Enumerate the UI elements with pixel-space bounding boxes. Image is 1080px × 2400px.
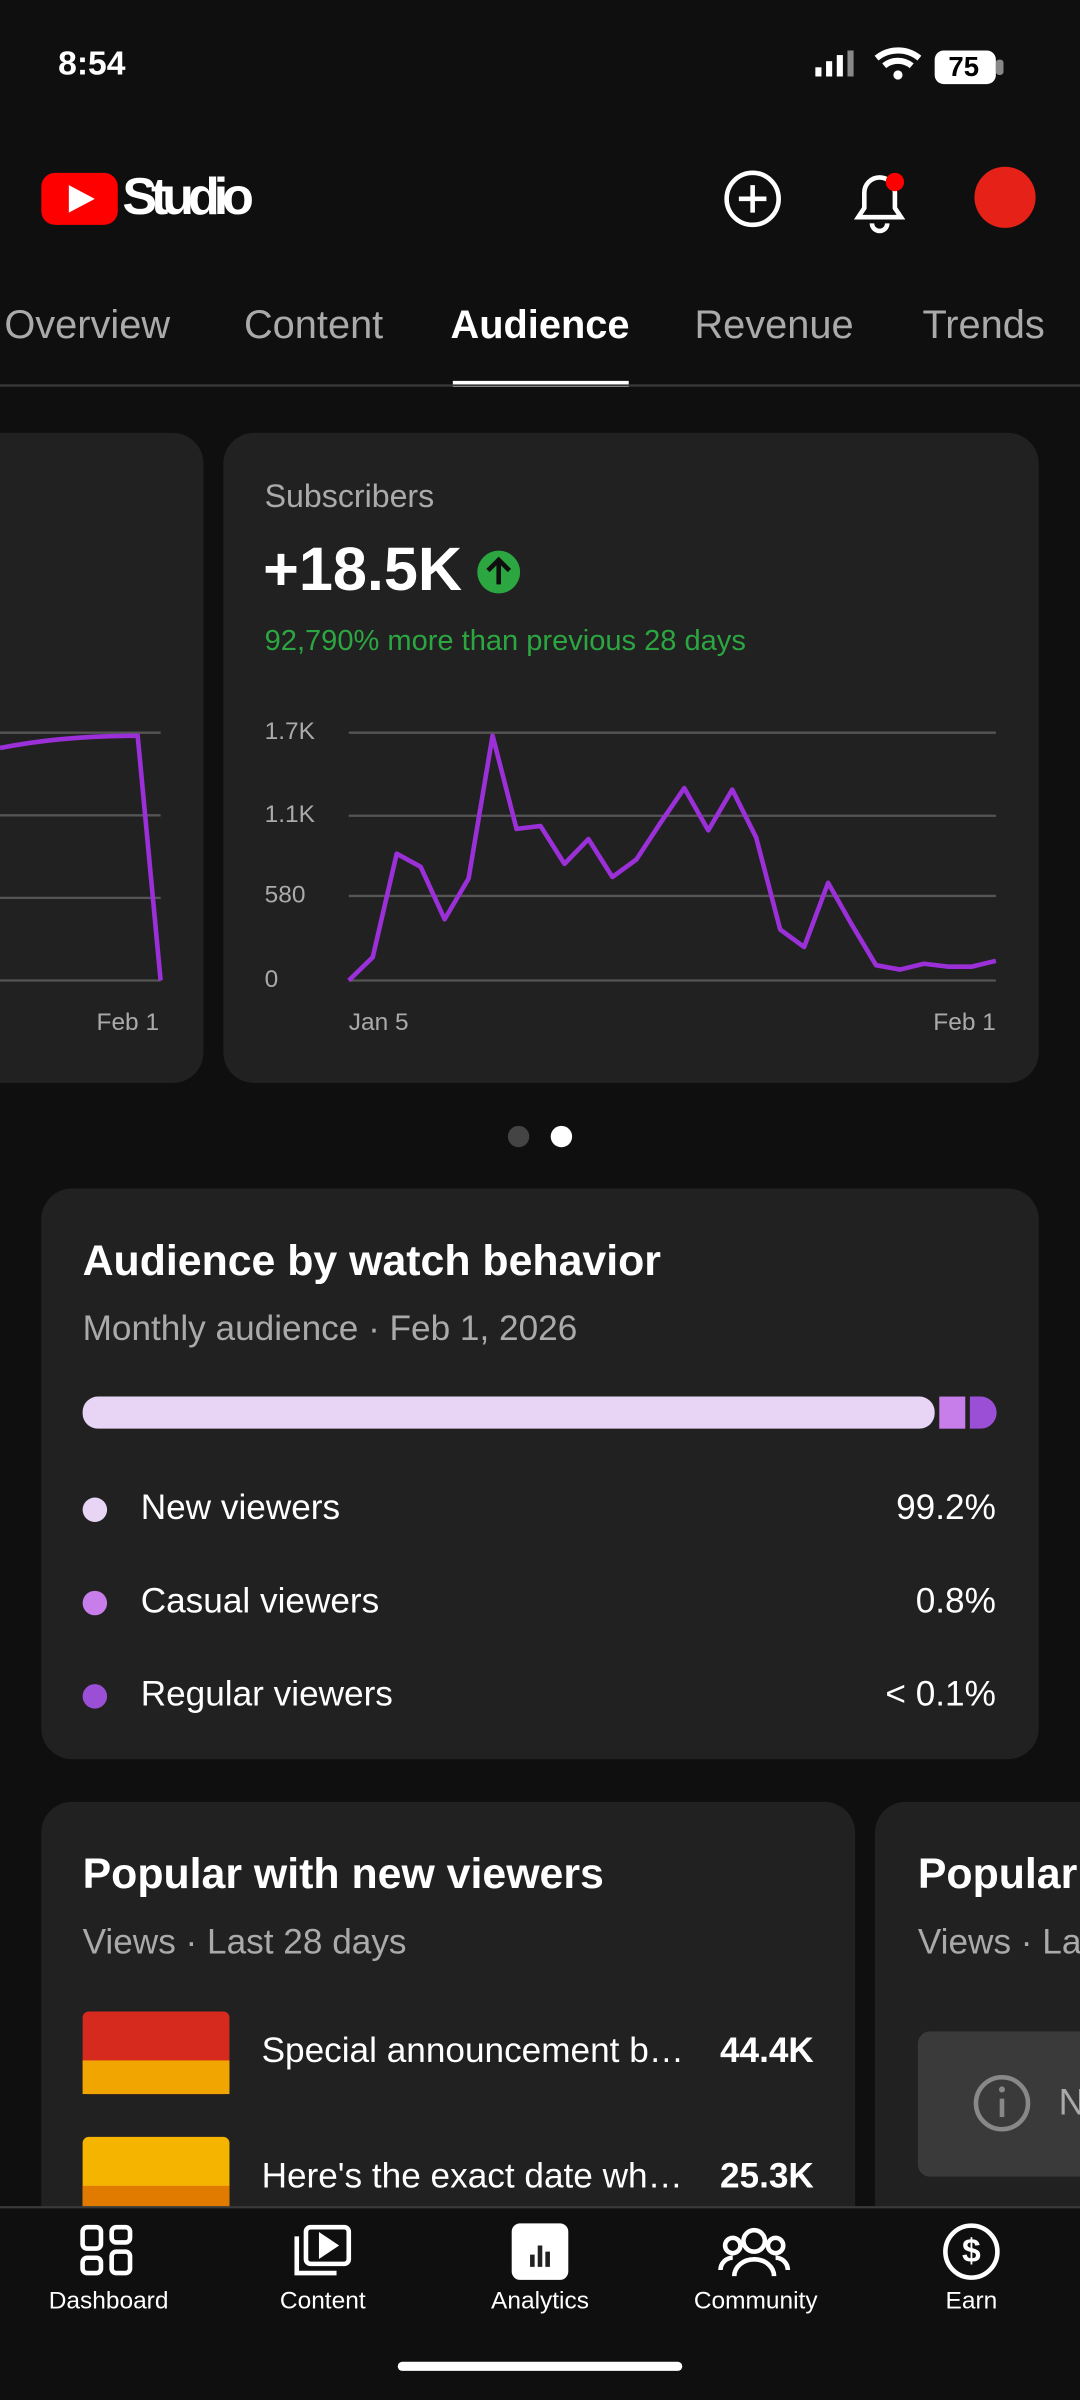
y-tick-label: 1.1K [265, 801, 316, 828]
video-list: Special announcement b… 44.4K Here's the e… [82, 2011, 814, 2220]
legend-share: 99.2% [896, 1488, 996, 1527]
app-title: Studio [122, 168, 254, 226]
subscribers-line [347, 733, 997, 983]
card-label: Subscribers [265, 478, 435, 514]
nav-label[interactable]: Dashboard [49, 2288, 169, 2315]
y-tick-label: 0 [265, 966, 279, 993]
legend-share: 0.8% [916, 1581, 996, 1620]
card-subtitle: Views · La [918, 1922, 1080, 1961]
tab[interactable]: Revenue [694, 303, 853, 347]
y-tick-label: 1.7K [265, 718, 316, 745]
legend-name: New viewers [141, 1488, 340, 1527]
views-line [0, 733, 163, 981]
behavior-legend: New viewers 99.2% Casual viewers 0.8% Regula… [82, 1488, 996, 1714]
card-title: Popular with new viewers [83, 1850, 604, 1898]
legend-share: < 0.1% [885, 1675, 995, 1714]
nav-label[interactable]: Earn [946, 2288, 998, 2315]
earn-glyph: $ [962, 2233, 981, 2270]
up-arrow-icon [477, 550, 521, 594]
legend-name: Regular viewers [141, 1675, 393, 1714]
tab[interactable]: Trends [922, 303, 1044, 347]
card-title: Popular [918, 1850, 1078, 1898]
x-axis-label: Feb 1 [97, 1009, 160, 1036]
card-subtitle: Views · Last 28 days [83, 1922, 407, 1961]
tab-bar: Overview Content Audience Revenue Trends [4, 303, 1045, 387]
nav-label[interactable]: Analytics [491, 2288, 589, 2315]
comparison-text: 92,790% more than previous 28 days [265, 625, 746, 657]
views-card[interactable] [0, 432, 204, 1083]
y-tick-label: 580 [265, 881, 306, 908]
notice-text: N [1059, 2081, 1080, 2122]
home-indicator [397, 2361, 683, 2371]
legend-name: Casual viewers [141, 1581, 379, 1620]
analytics-glyph [530, 2245, 550, 2267]
status-icons [815, 47, 1004, 85]
card-subtitle: Monthly audience · Feb 1, 2026 [83, 1309, 578, 1348]
tab[interactable]: Content [244, 303, 383, 347]
legend-dot [82, 1590, 108, 1616]
logo-play [68, 185, 95, 213]
create-button[interactable] [724, 170, 781, 228]
views-chart-grid [0, 731, 161, 982]
tab-indicator [452, 380, 629, 387]
thumbnail-band [82, 2060, 230, 2095]
nav-label[interactable]: Community [694, 2288, 818, 2315]
battery-level: 75 [948, 51, 979, 82]
video-title[interactable]: Here's the exact date wh… [262, 2157, 683, 2196]
share-bar [82, 1396, 997, 1429]
pager-dot-active[interactable] [550, 1125, 573, 1148]
subscribers-chart: 0 580 1.1K 1.7K Jan 5 Feb 1 [265, 718, 997, 1036]
info-icon [973, 2074, 1031, 2132]
popular-card [41, 1801, 856, 2261]
video-title[interactable]: Special announcement b… [262, 2031, 684, 2070]
legend-dot [82, 1684, 108, 1709]
legend-dot [82, 1497, 108, 1522]
status-time: 8:54 [58, 46, 126, 83]
x-axis-label: Feb 1 [933, 1009, 996, 1036]
card-title: Audience by watch behavior [83, 1237, 662, 1285]
watch-behavior-card [41, 1188, 1039, 1760]
pager-dot[interactable] [507, 1125, 530, 1148]
notifications-button[interactable] [853, 172, 906, 234]
empty-notice [917, 2031, 1080, 2177]
tab[interactable]: Overview [4, 303, 170, 347]
tab-active[interactable]: Audience [451, 303, 630, 347]
nav-labels: Dashboard Content Analytics Community Earn [49, 2288, 997, 2315]
x-axis-label: Jan 5 [349, 1009, 409, 1036]
nav-label[interactable]: Content [280, 2288, 366, 2315]
video-views: 25.3K [720, 2157, 814, 2196]
account-avatar[interactable] [974, 166, 1036, 228]
subscriber-change: +18.5K [263, 535, 462, 603]
video-views: 44.4K [720, 2031, 814, 2070]
subscribers-card[interactable] [223, 432, 1039, 1083]
